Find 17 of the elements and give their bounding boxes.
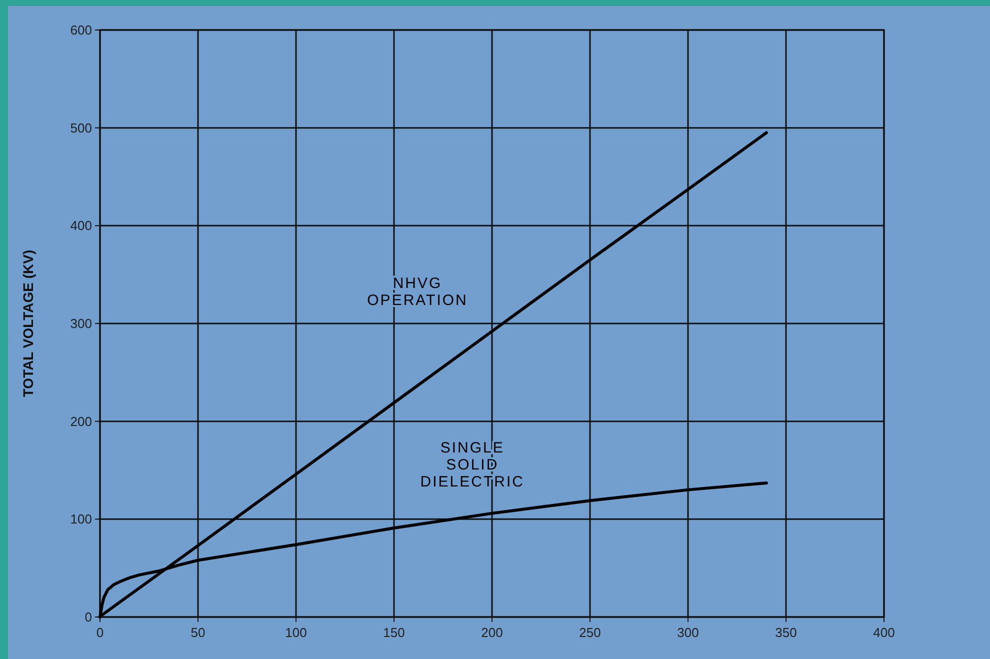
- y-tick-label: 0: [84, 610, 92, 625]
- x-tick-label: 150: [383, 625, 405, 640]
- y-tick-label: 500: [70, 120, 92, 136]
- x-tick-label: 50: [190, 625, 206, 640]
- x-tick-label: 400: [873, 625, 895, 640]
- y-axis-title: TOTAL VOLTAGE (KV): [20, 250, 36, 398]
- y-tick-label: 100: [70, 512, 92, 527]
- x-tick-label: 350: [775, 625, 797, 640]
- x-tick-label: 200: [481, 625, 503, 640]
- x-tick-label: 0: [96, 625, 104, 640]
- y-tick-label: 400: [70, 218, 92, 234]
- x-tick-label: 250: [579, 625, 601, 640]
- x-tick-label: 300: [677, 625, 699, 640]
- y-tick-label: 200: [70, 414, 92, 429]
- y-tick-label: 600: [70, 22, 92, 38]
- x-tick-label: 100: [285, 625, 307, 640]
- y-tick-label: 300: [70, 316, 92, 332]
